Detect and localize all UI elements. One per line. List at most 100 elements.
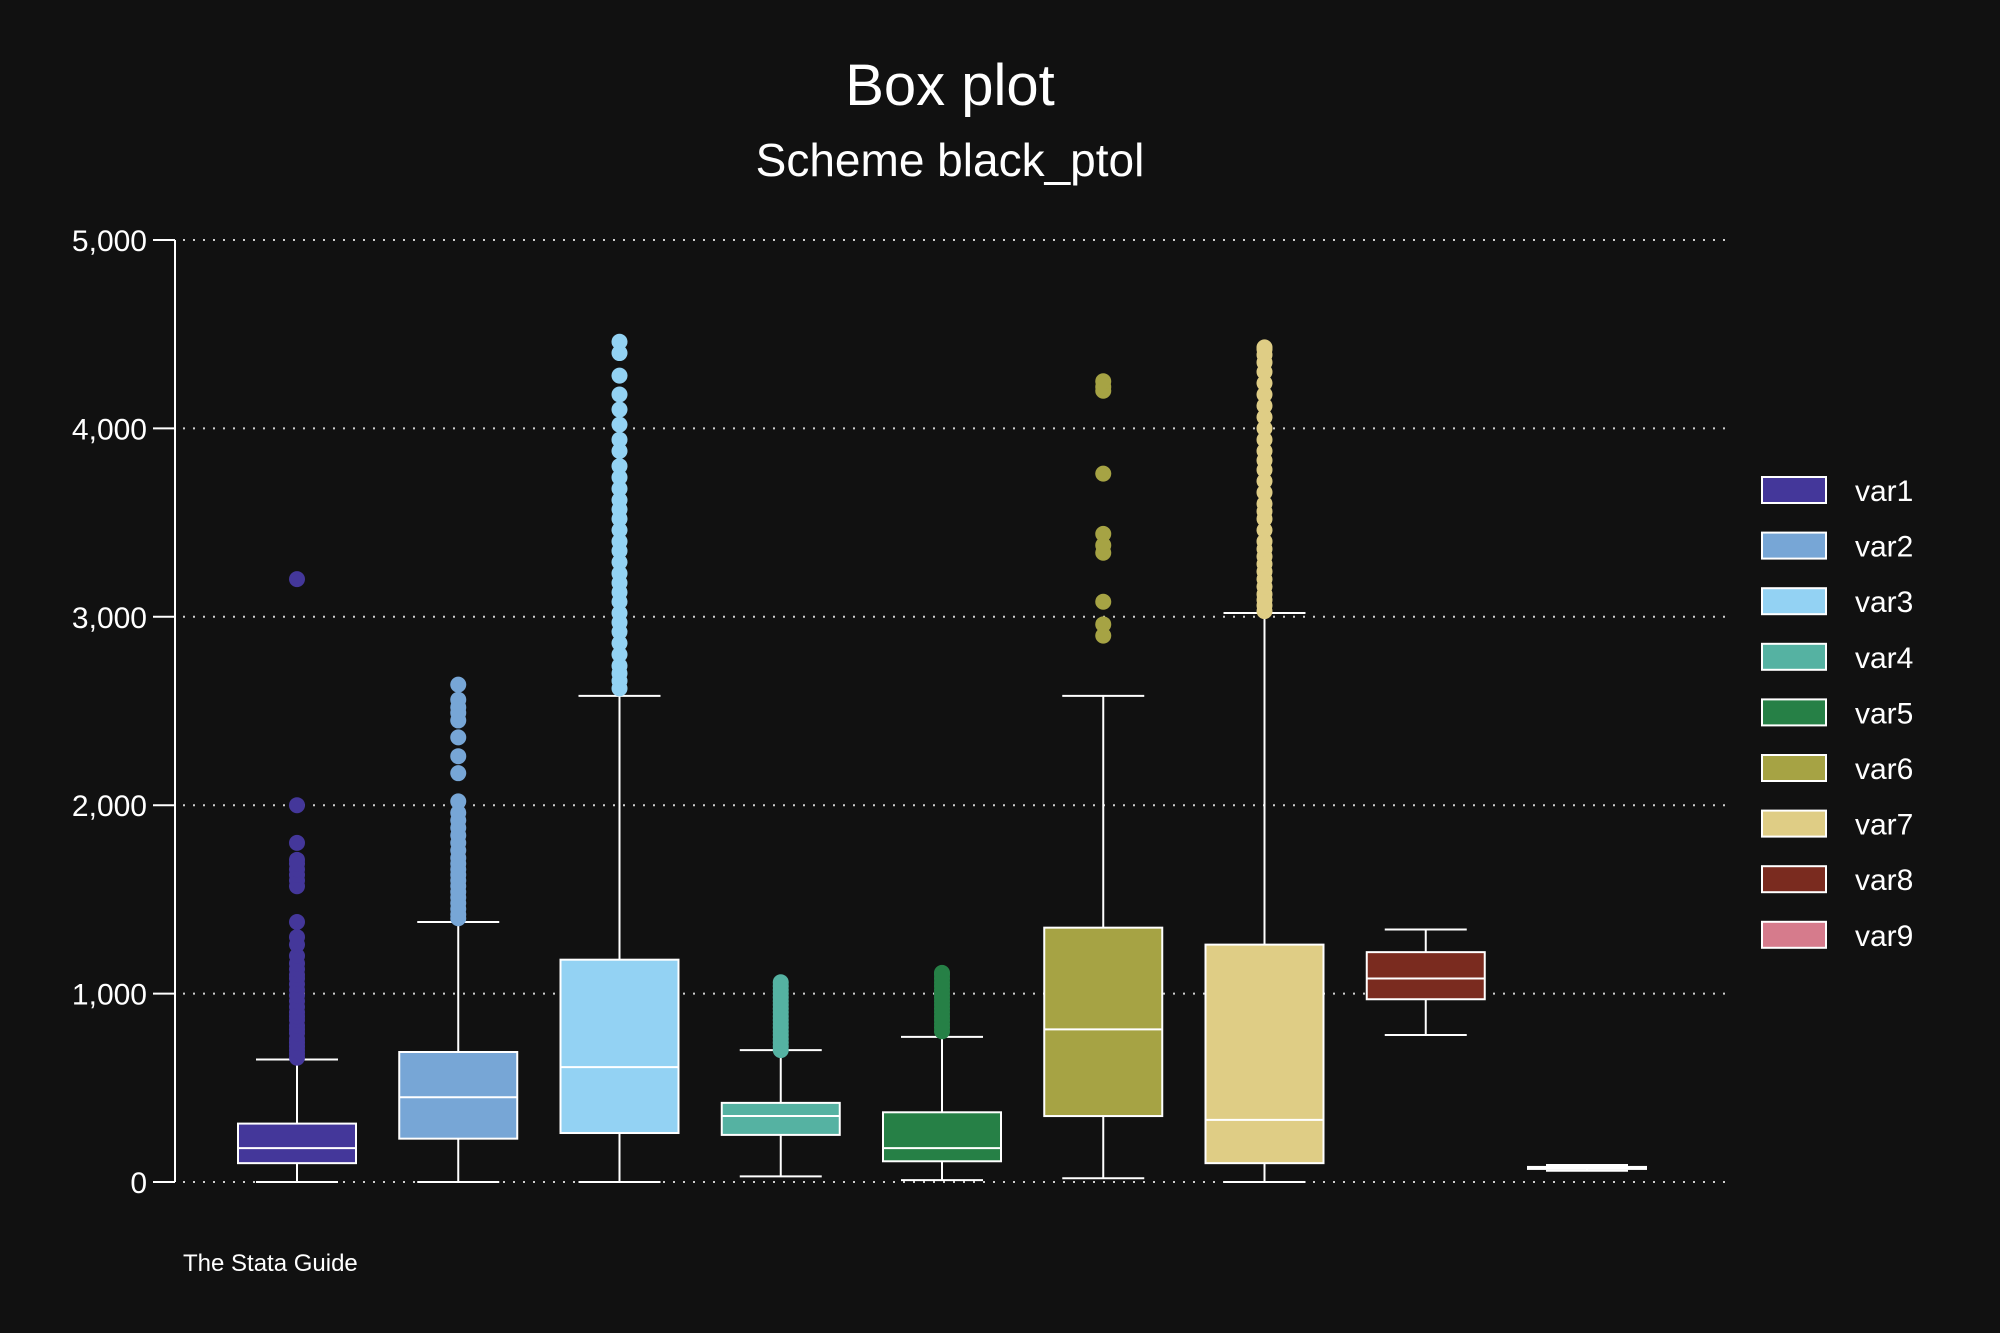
outlier-point <box>1256 386 1273 403</box>
chart-note: The Stata Guide <box>183 1250 358 1277</box>
legend-label: var1 <box>1855 475 1913 508</box>
outlier-point <box>1256 533 1273 550</box>
legend-swatch <box>1761 698 1827 727</box>
outlier-point <box>611 646 628 663</box>
outlier-point <box>611 491 628 508</box>
legend-swatch <box>1761 531 1827 560</box>
legend-swatch <box>1761 920 1827 949</box>
chart-subtitle: Scheme black_ptol <box>756 134 1145 186</box>
outlier-point <box>289 914 305 931</box>
iqr-box <box>1365 951 1486 1001</box>
outlier-point <box>450 729 467 746</box>
legend-item-var1: var1 <box>1761 475 1913 508</box>
legend-item-var9: var9 <box>1761 920 1913 953</box>
legend-swatch <box>1761 642 1827 671</box>
legend-swatch <box>1761 476 1827 504</box>
outlier-point <box>289 947 305 964</box>
legend-item-var2: var2 <box>1761 531 1913 564</box>
outlier-point <box>611 386 628 403</box>
y-tick-label: 0 <box>130 1167 147 1200</box>
outlier-point <box>611 635 628 652</box>
outlier-point <box>611 469 628 486</box>
outlier-point <box>289 834 305 851</box>
outlier-point <box>611 345 628 362</box>
box-var6 <box>1043 373 1164 1180</box>
iqr-box <box>720 1101 841 1136</box>
box-var3 <box>559 333 680 1183</box>
outlier-point <box>289 571 305 588</box>
outlier-point <box>611 458 628 475</box>
iqr-box <box>237 1122 357 1165</box>
outlier-point <box>934 964 950 981</box>
legend-label: var3 <box>1855 586 1913 619</box>
legend-item-var8: var8 <box>1761 864 1913 897</box>
outlier-point <box>611 533 628 550</box>
outlier-point <box>1256 443 1273 460</box>
outlier-point <box>1256 375 1273 392</box>
outlier-point <box>1095 465 1112 482</box>
legend-swatch <box>1761 754 1827 782</box>
legend-label: var2 <box>1855 531 1913 564</box>
y-tick-label: 3,000 <box>72 602 147 635</box>
box-var4 <box>720 974 841 1178</box>
iqr-box <box>1204 943 1325 1165</box>
box-var2 <box>398 676 519 1183</box>
iqr-box <box>398 1051 519 1140</box>
outlier-point <box>611 333 628 350</box>
y-tick-label: 1,000 <box>72 979 147 1012</box>
outlier-point <box>611 480 628 497</box>
outlier-point <box>450 793 467 810</box>
outlier-point <box>1256 522 1273 539</box>
outlier-point <box>611 554 628 571</box>
box-var9 <box>1527 1164 1647 1172</box>
outlier-point <box>450 676 467 693</box>
legend-swatch <box>1761 587 1827 616</box>
outlier-point <box>611 565 628 582</box>
legend-label: var9 <box>1855 920 1913 953</box>
outlier-point <box>1095 593 1112 610</box>
box-var7 <box>1204 339 1325 1183</box>
outlier-point <box>289 851 305 868</box>
legend-swatch <box>1761 865 1827 894</box>
outlier-point <box>772 974 789 991</box>
legend-label: var4 <box>1855 642 1913 675</box>
outlier-point <box>611 522 628 539</box>
outlier-point <box>1256 495 1273 512</box>
outlier-point <box>611 657 628 674</box>
y-tick-label: 5,000 <box>72 225 147 258</box>
legend-item-var4: var4 <box>1761 642 1913 675</box>
outlier-point <box>289 797 305 814</box>
outlier-point <box>1256 409 1273 426</box>
legend-label: var6 <box>1855 753 1913 786</box>
outlier-point <box>450 691 467 708</box>
outlier-point <box>611 431 628 448</box>
iqr-box <box>882 1111 1002 1163</box>
legend-item-var6: var6 <box>1761 753 1913 786</box>
box-var1 <box>237 571 357 1183</box>
outlier-point <box>1095 373 1112 390</box>
grid-lines <box>183 239 1728 1183</box>
outlier-point <box>611 605 628 622</box>
outlier-point <box>450 804 467 821</box>
box-var8 <box>1365 928 1486 1037</box>
y-axis-ticks: 0 1,000 2,000 3,000 4,000 5,000 <box>72 225 175 1200</box>
outlier-point <box>611 416 628 433</box>
outlier-point <box>1256 397 1273 414</box>
outlier-point <box>1095 616 1112 633</box>
outlier-point <box>1095 627 1112 644</box>
outlier-point <box>450 765 467 782</box>
outlier-point <box>1256 484 1273 501</box>
outlier-point <box>1256 431 1273 448</box>
outlier-point <box>1095 525 1112 542</box>
legend-label: var7 <box>1855 809 1913 842</box>
outlier-point <box>611 443 628 460</box>
legend-item-var5: var5 <box>1761 697 1913 730</box>
outlier-point <box>1095 537 1112 554</box>
outlier-point <box>1256 473 1273 490</box>
box-var5 <box>882 964 1002 1182</box>
legend-swatch <box>1761 809 1827 838</box>
outlier-point <box>611 367 628 384</box>
legend: var1 var2 var3 var4 var5 var6 var7 var8 var9 <box>1761 475 1913 953</box>
outlier-point <box>450 748 467 765</box>
